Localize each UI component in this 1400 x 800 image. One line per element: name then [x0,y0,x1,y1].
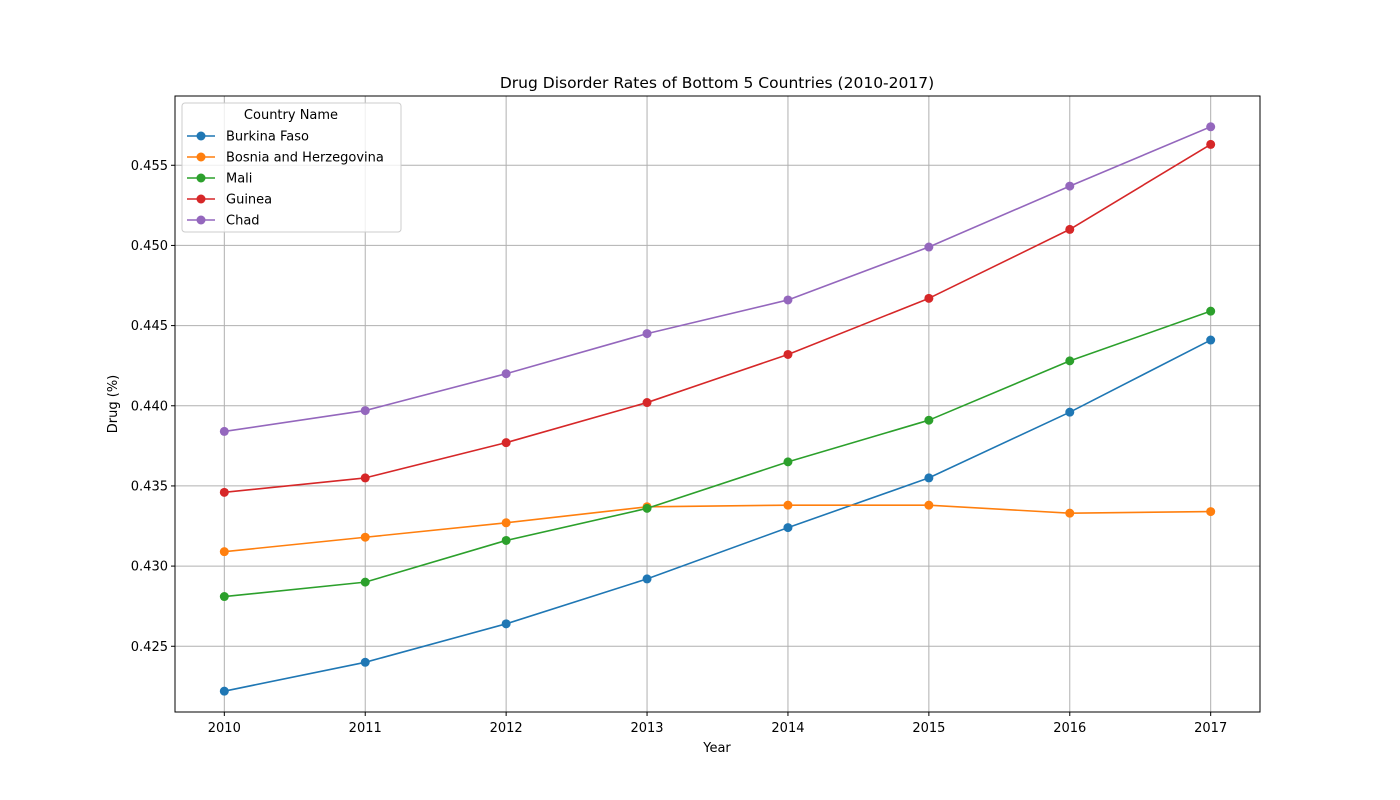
data-point-mali [360,577,370,587]
data-point-burkina-faso [924,473,934,483]
legend-title: Country Name [244,108,338,123]
y-tick-label: 0.450 [131,239,168,254]
data-point-chad [219,426,229,436]
data-point-guinea [783,349,793,359]
data-point-guinea [1206,139,1216,149]
legend-label: Mali [226,172,252,187]
y-axis-label: Drug (%) [106,375,121,433]
x-tick-label: 2013 [630,721,663,736]
data-point-chad [1206,122,1216,132]
legend-item-bosnia-and-herzegovina: Bosnia and Herzegovina [187,151,384,166]
x-tick-label: 2017 [1194,721,1227,736]
data-point-guinea [360,473,370,483]
legend-item-mali: Mali [187,172,252,187]
legend-item-chad: Chad [187,214,260,229]
series-line-mali [223,310,1212,598]
data-point-chad [924,242,934,252]
data-point-chad [360,406,370,416]
series-line-bosnia-and-herzegovina [223,504,1212,553]
data-point-mali [219,592,229,602]
y-axis: 0.425 0.430 0.435 0.440 0.445 0.450 0.455 [131,159,175,655]
data-point-mali [642,503,652,513]
x-axis-label: Year [702,741,731,756]
legend-swatch-marker [196,194,206,204]
chart-title: Drug Disorder Rates of Bottom 5 Countrie… [500,74,934,92]
y-tick-label: 0.455 [131,159,168,174]
legend-swatch-marker [196,131,206,141]
series-burkina-faso [219,335,1216,696]
data-point-burkina-faso [642,574,652,584]
data-point-guinea [1065,224,1075,234]
legend-item-guinea: Guinea [187,193,272,208]
x-tick-label: 2012 [490,721,523,736]
data-point-mali [924,415,934,425]
x-tick-label: 2015 [912,721,945,736]
plot-frame [174,95,1261,713]
data-point-bosnia-and-herzegovina [219,547,229,557]
data-point-mali [783,457,793,467]
y-tick-label: 0.425 [131,640,168,655]
series-guinea [219,139,1216,497]
legend-label: Bosnia and Herzegovina [226,151,384,166]
legend-swatch-marker [196,152,206,162]
x-tick-label: 2016 [1053,721,1086,736]
legend-item-burkina-faso: Burkina Faso [187,130,309,145]
data-point-chad [783,295,793,305]
data-point-bosnia-and-herzegovina [924,500,934,510]
data-point-mali [1206,306,1216,316]
grid [175,96,1260,712]
x-tick-label: 2011 [349,721,382,736]
series-mali [219,306,1216,602]
legend-label: Guinea [226,193,272,208]
data-point-guinea [924,293,934,303]
series-line-guinea [223,143,1212,494]
data-point-bosnia-and-herzegovina [360,532,370,542]
series-line-chad [223,125,1212,433]
data-point-guinea [642,398,652,408]
x-tick-label: 2010 [208,721,241,736]
series-group [219,122,1216,696]
data-point-chad [1065,181,1075,191]
data-point-bosnia-and-herzegovina [501,518,511,528]
data-point-chad [642,329,652,339]
y-tick-label: 0.440 [131,399,168,414]
series-bosnia-and-herzegovina [219,500,1216,557]
data-point-burkina-faso [1206,335,1216,345]
data-point-chad [501,369,511,379]
data-point-burkina-faso [219,686,229,696]
data-point-bosnia-and-herzegovina [783,500,793,510]
y-tick-label: 0.445 [131,319,168,334]
legend-label: Burkina Faso [226,130,309,145]
data-point-burkina-faso [360,657,370,667]
data-point-mali [501,535,511,545]
x-tick-label: 2014 [771,721,804,736]
legend-items: Burkina Faso Bosnia and Herzegovina Mali Gu… [187,130,384,229]
x-axis: 2010 2011 2012 2013 2014 2015 2016 2017 [208,712,1227,736]
data-point-guinea [219,487,229,497]
legend: Country Name Burkina Faso Bosnia and Herz… [181,102,402,233]
data-point-burkina-faso [783,523,793,533]
data-point-bosnia-and-herzegovina [1065,508,1075,518]
data-point-bosnia-and-herzegovina [1206,507,1216,517]
data-point-guinea [501,438,511,448]
data-point-mali [1065,356,1075,366]
y-tick-label: 0.430 [131,560,168,575]
y-tick-label: 0.435 [131,479,168,494]
legend-box [181,102,402,233]
legend-swatch-marker [196,215,206,225]
series-chad [219,122,1216,436]
legend-label: Chad [226,214,260,229]
series-line-burkina-faso [223,339,1212,692]
data-point-burkina-faso [1065,407,1075,417]
data-point-burkina-faso [501,619,511,629]
legend-swatch-marker [196,173,206,183]
